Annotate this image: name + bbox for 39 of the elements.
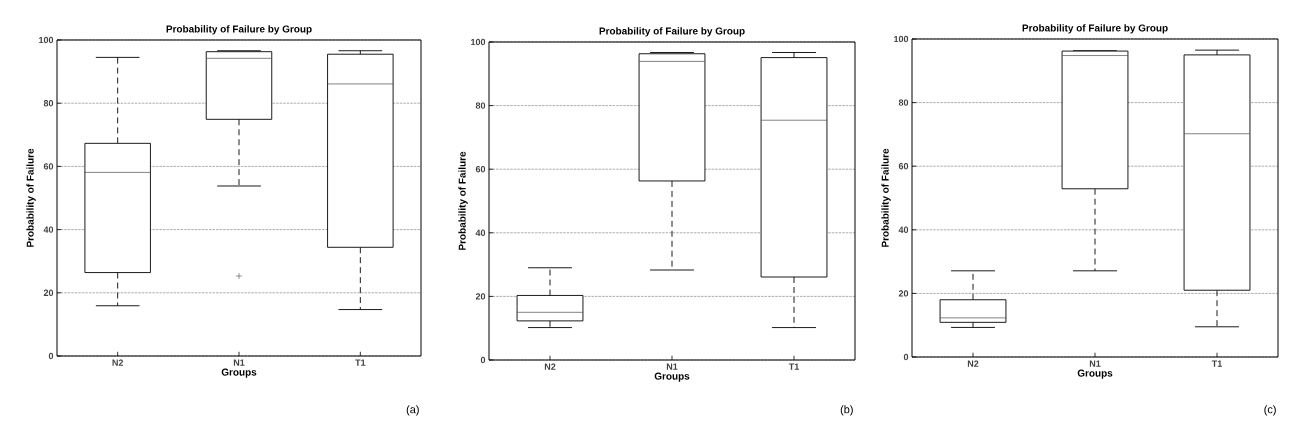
y-axis-title: Probability of Failure [458,151,468,250]
text: (b) [840,405,853,416]
chart-title: Probability of Failure by Group [599,27,745,37]
y-tick-label: 20 [475,293,486,300]
y-axis-title: Probability of Failure [881,148,891,247]
y-tick-label: 100 [894,35,909,43]
y-tick-label: 20 [43,289,54,296]
x-tick-label: N2 [112,359,124,366]
y-tick-label: 100 [471,38,486,46]
x-axis-title: Groups [654,372,690,382]
y-axis-title: Probability of Failure [26,148,36,247]
y-tick-label: 0 [480,356,486,364]
text: (c) [1264,405,1276,416]
y-tick-label: 100 [39,36,54,44]
x-axis-title: Groups [1077,369,1113,379]
y-tick-label: 60 [475,166,486,173]
chart-title: Probability of Failure by Group [166,25,312,35]
y-tick-label: 60 [43,163,54,170]
x-tick-label: N1 [1089,360,1101,367]
y-tick-label: 80 [43,100,54,107]
y-tick-label: 40 [898,226,909,233]
x-tick-label: T1 [1211,360,1222,367]
x-tick-label: T1 [788,363,799,370]
x-tick-label: N2 [544,363,556,370]
y-tick-label: 0 [48,352,54,360]
x-tick-label: N1 [233,359,245,366]
y-tick-label: 60 [898,163,909,170]
x-axis-title: Groups [221,368,257,378]
chart-title: Probability of Failure by Group [1022,24,1168,34]
y-tick-label: 0 [903,353,909,361]
x-tick-label: N2 [967,360,979,367]
x-tick-label: T1 [355,359,366,366]
y-tick-label: 40 [475,229,486,236]
text: (a) [406,405,419,416]
y-tick-label: 80 [898,99,909,106]
y-tick-label: 20 [898,290,909,297]
y-tick-label: 80 [475,102,486,109]
x-tick-label: N1 [666,363,678,370]
y-tick-label: 40 [43,226,54,233]
